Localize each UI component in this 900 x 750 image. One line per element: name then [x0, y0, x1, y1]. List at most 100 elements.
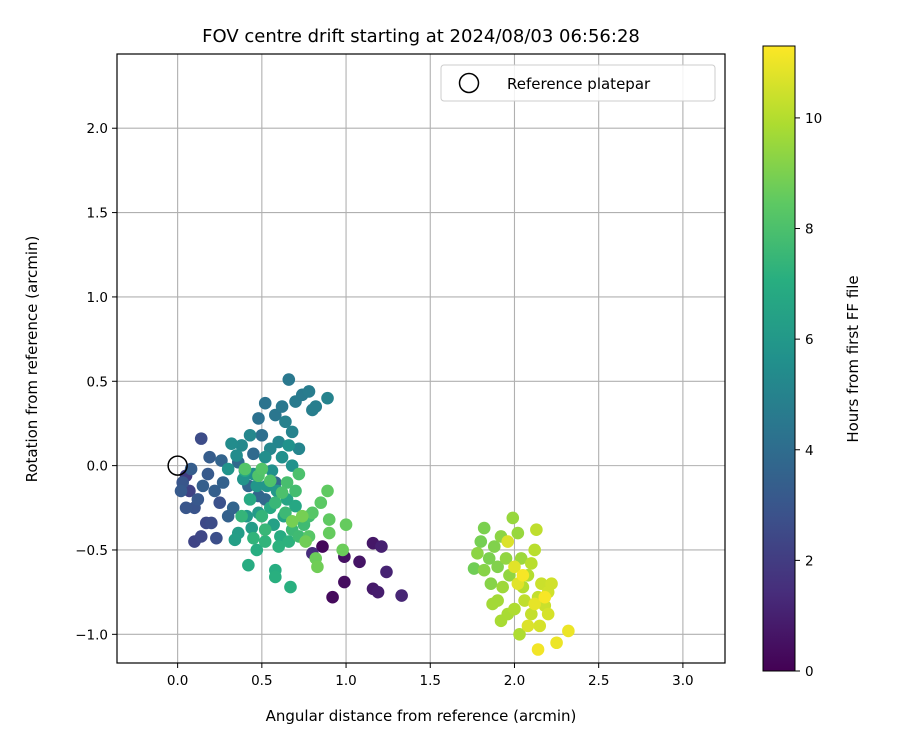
scatter-point: [322, 513, 336, 526]
scatter-point: [184, 462, 198, 476]
scatter-point: [525, 607, 538, 621]
scatter-point: [528, 597, 541, 611]
scatter-point: [316, 540, 329, 553]
scatter-point: [275, 450, 289, 464]
scatter-point: [225, 437, 238, 450]
scatter-point: [322, 526, 336, 540]
scatter-point: [538, 590, 552, 604]
scatter-point: [263, 474, 277, 488]
scatter-point: [213, 496, 227, 510]
scatter-point: [289, 484, 302, 498]
x-tick-label: 0.0: [167, 673, 188, 689]
scatter-point: [321, 484, 334, 498]
scatter-point: [528, 543, 541, 557]
scatter-point: [194, 530, 208, 543]
scatter-point: [521, 619, 535, 633]
colorbar-gradient: [762, 45, 796, 672]
reference-platepar-marker: [167, 455, 188, 476]
scatter-point: [247, 531, 260, 545]
scatter-point: [258, 396, 272, 410]
scatter-point: [531, 643, 545, 656]
colorbar-tick-label: 10: [805, 111, 822, 127]
scatter-point: [371, 585, 385, 599]
x-tick-label: 2.5: [588, 673, 609, 689]
scatter-point: [221, 462, 235, 476]
scatter-point: [258, 535, 272, 548]
y-axis-label: Rotation from reference (arcmin): [23, 236, 41, 483]
scatter-point: [514, 552, 528, 565]
scatter-point: [179, 501, 193, 515]
scatter-point: [269, 496, 282, 510]
scatter-point: [353, 555, 366, 569]
scatter-point: [282, 535, 296, 548]
scatter-point: [484, 577, 498, 591]
y-tick-label: 1.0: [87, 290, 108, 306]
scatter-point: [474, 535, 488, 548]
scatter-point: [508, 602, 521, 616]
scatter-point: [339, 518, 353, 531]
x-tick-label: 1.5: [420, 673, 441, 689]
colorbar: 0 2 4 6 8 10 Hours from first FF file: [762, 45, 862, 680]
scatter-point: [280, 476, 294, 489]
scatter-point: [285, 514, 299, 528]
y-tick-label: 2.0: [87, 121, 108, 137]
scatter-point: [226, 501, 240, 515]
scatter-point: [309, 400, 323, 413]
scatter-point: [235, 509, 248, 523]
scatter-point: [269, 570, 282, 584]
y-tick-label: −1.0: [75, 627, 108, 643]
scatter-point: [292, 442, 306, 456]
scatter-point: [284, 580, 297, 594]
colorbar-tick-label: 8: [805, 222, 814, 238]
colorbar-label: Hours from first FF file: [844, 275, 862, 442]
scatter-point: [533, 619, 547, 633]
scatter-point: [250, 479, 264, 493]
scatter-point: [501, 535, 515, 548]
scatter-point: [487, 540, 501, 553]
scatter-point: [506, 511, 520, 525]
colorbar-tick-label: 0: [805, 664, 814, 680]
scatter-point: [279, 506, 292, 520]
scatter-point: [194, 432, 208, 445]
scatter-point: [518, 594, 531, 607]
scatter-point: [321, 391, 334, 405]
scatter-point: [228, 533, 242, 547]
scatter-point: [336, 543, 349, 557]
scatter-point: [269, 408, 282, 422]
colorbar-tick-label: 2: [805, 553, 814, 569]
chart-title: FOV centre drift starting at 2024/08/03 …: [202, 26, 640, 47]
grid-lines: [117, 54, 725, 663]
scatter-point: [191, 493, 205, 506]
scatter-point: [545, 577, 558, 591]
scatter-point: [375, 540, 388, 553]
legend-marker-icon: [458, 72, 480, 94]
scatter-point: [513, 628, 526, 641]
x-tick-label: 0.5: [251, 673, 272, 689]
scatter-point: [258, 523, 272, 537]
scatter-point: [282, 373, 296, 386]
scatter-point: [252, 412, 265, 425]
scatter-point: [285, 425, 299, 439]
scatter-point: [380, 565, 393, 579]
scatter-point: [477, 563, 491, 577]
scatter-point: [395, 589, 408, 602]
scatter-point: [525, 557, 538, 570]
scatter-point: [467, 562, 481, 575]
scatter-point: [292, 467, 306, 481]
scatter-point: [255, 509, 269, 523]
scatter-point: [530, 523, 543, 537]
scatter-point: [541, 607, 555, 621]
scatter-point: [201, 467, 215, 481]
scatter-point: [243, 493, 257, 506]
scatter-point: [238, 462, 252, 476]
scatter-point: [215, 454, 228, 467]
axis-ticks: 0.0 0.5 1.0 1.5 2.0 2.5 3.0 −1.0 −0.5 0.0 0.5 1.0 1.…: [75, 121, 693, 689]
scatter-point: [516, 568, 530, 582]
scatter-point: [279, 415, 292, 429]
scatter-point: [235, 439, 248, 452]
scatter-point: [295, 509, 309, 523]
x-axis-label: Angular distance from reference (arcmin): [266, 707, 577, 725]
legend-box: [440, 64, 716, 102]
colorbar-tick-label: 6: [805, 332, 814, 348]
